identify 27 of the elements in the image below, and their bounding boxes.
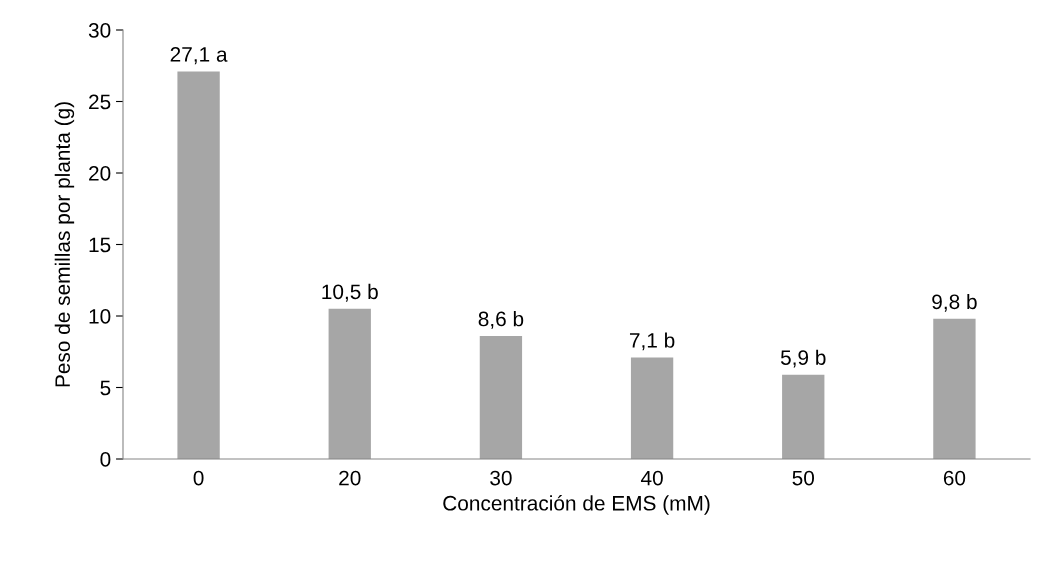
data-label: 10,5 b (322, 283, 378, 302)
y-tick-label: 10 (89, 309, 111, 324)
x-tick-label: 0 (193, 470, 204, 486)
bar (933, 318, 976, 459)
x-tick-label: 30 (490, 470, 512, 486)
x-tick-label: 20 (339, 470, 361, 486)
y-tick-label: 25 (89, 94, 111, 110)
x-tick-label: 60 (943, 470, 966, 486)
y-tick-label: 5 (100, 380, 111, 396)
data-label: 27,1 a (170, 47, 228, 65)
bar (630, 357, 674, 459)
bar (782, 374, 825, 459)
x-tick-label: 50 (792, 470, 815, 486)
y-tick-label: 15 (89, 237, 111, 253)
x-axis-title: Concentración de EMS (mM) (443, 495, 710, 515)
y-tick-label: 20 (89, 166, 111, 181)
data-label: 5,9 b (780, 349, 826, 368)
y-tick-label: 30 (88, 23, 111, 38)
x-tick-label: 40 (640, 470, 663, 486)
bar (328, 308, 371, 459)
y-tick-label: 0 (100, 452, 111, 467)
data-label: 7,1 b (629, 332, 675, 351)
bar (177, 71, 220, 459)
bar (479, 336, 523, 459)
data-label: 9,8 b (932, 293, 977, 312)
y-axis-title: Peso de semillas por planta (g) (54, 102, 75, 387)
data-label: 8,6 b (478, 311, 524, 329)
